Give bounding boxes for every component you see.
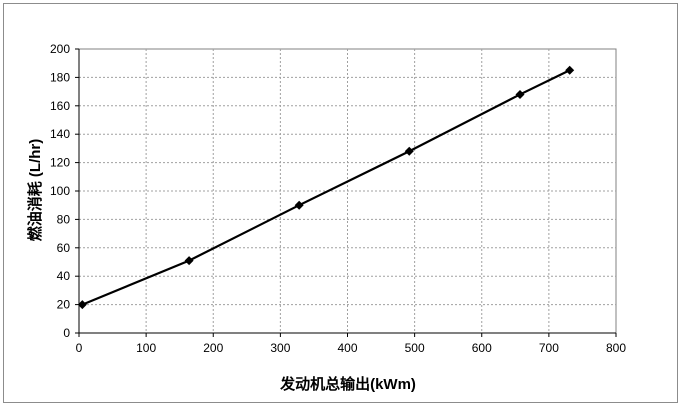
x-tick-label: 0	[76, 341, 83, 355]
grid	[79, 49, 616, 333]
x-tick-label: 200	[203, 341, 223, 355]
y-tick-label: 200	[50, 42, 70, 56]
y-tick-label: 100	[50, 184, 70, 198]
data-point-marker	[184, 256, 194, 266]
y-tick-label: 20	[57, 298, 71, 312]
data-point-marker	[515, 89, 525, 99]
y-tick-label: 120	[50, 156, 70, 170]
data-point-marker	[294, 200, 304, 210]
y-axis-ticks: 0 20 40 60 80 100 120 140 160 180 200	[50, 42, 80, 340]
data-point-marker	[565, 65, 575, 75]
y-tick-label: 40	[57, 269, 71, 283]
y-tick-label: 0	[63, 326, 70, 340]
data-point-marker	[77, 300, 87, 310]
x-tick-label: 400	[337, 341, 357, 355]
y-tick-label: 60	[57, 241, 71, 255]
data-point-marker	[404, 146, 414, 156]
x-tick-label: 100	[136, 341, 156, 355]
x-tick-label: 500	[405, 341, 425, 355]
series-line	[81, 69, 571, 306]
x-tick-label: 800	[606, 341, 626, 355]
x-tick-label: 700	[539, 341, 559, 355]
y-tick-label: 80	[57, 212, 71, 226]
series	[77, 65, 575, 310]
x-axis-ticks: 0 100 200 300 400 500 600 700 800	[76, 332, 626, 355]
y-tick-label: 140	[50, 127, 70, 141]
y-tick-label: 180	[50, 70, 70, 84]
y-axis-title: 燃油消耗 (L/hr)	[26, 139, 44, 242]
x-axis-title: 发动机总输出(kWm)	[279, 375, 416, 393]
x-tick-label: 300	[270, 341, 290, 355]
y-tick-label: 160	[50, 99, 70, 113]
x-tick-label: 600	[472, 341, 492, 355]
